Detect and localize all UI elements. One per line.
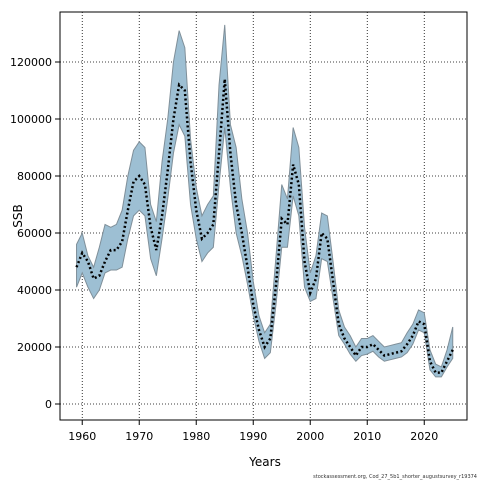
y-tick-label: 20000 (17, 341, 52, 354)
y-tick-label: 80000 (17, 170, 52, 183)
y-axis-label: SSB (11, 204, 25, 227)
x-tick-label: 2000 (296, 430, 324, 443)
y-tick-label: 100000 (10, 113, 52, 126)
y-tick-label: 120000 (10, 56, 52, 69)
x-tick-label: 2010 (353, 430, 381, 443)
footnote: stockassessment.org, Cod_27_5b1_shorter_… (313, 474, 477, 480)
estimate-line (75, 79, 454, 374)
x-tick-label: 1970 (125, 430, 153, 443)
x-axis-label: Years (248, 455, 281, 469)
x-tick-label: 1990 (239, 430, 267, 443)
y-tick-label: 0 (45, 398, 52, 411)
x-tick-label: 1980 (182, 430, 210, 443)
y-tick-label: 40000 (17, 284, 52, 297)
confidence-band (76, 24, 454, 378)
y-tick-label: 60000 (17, 227, 52, 240)
x-tick-label: 2020 (410, 430, 438, 443)
plot-frame (59, 11, 468, 421)
x-tick-label: 1960 (68, 430, 96, 443)
